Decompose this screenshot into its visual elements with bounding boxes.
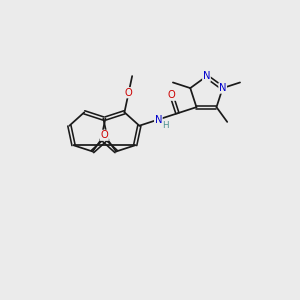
Text: H: H xyxy=(162,121,169,130)
Text: N: N xyxy=(219,83,226,93)
Text: O: O xyxy=(125,88,133,98)
Text: O: O xyxy=(100,130,108,140)
Text: O: O xyxy=(168,90,176,100)
Text: N: N xyxy=(203,71,210,81)
Text: N: N xyxy=(154,115,162,124)
